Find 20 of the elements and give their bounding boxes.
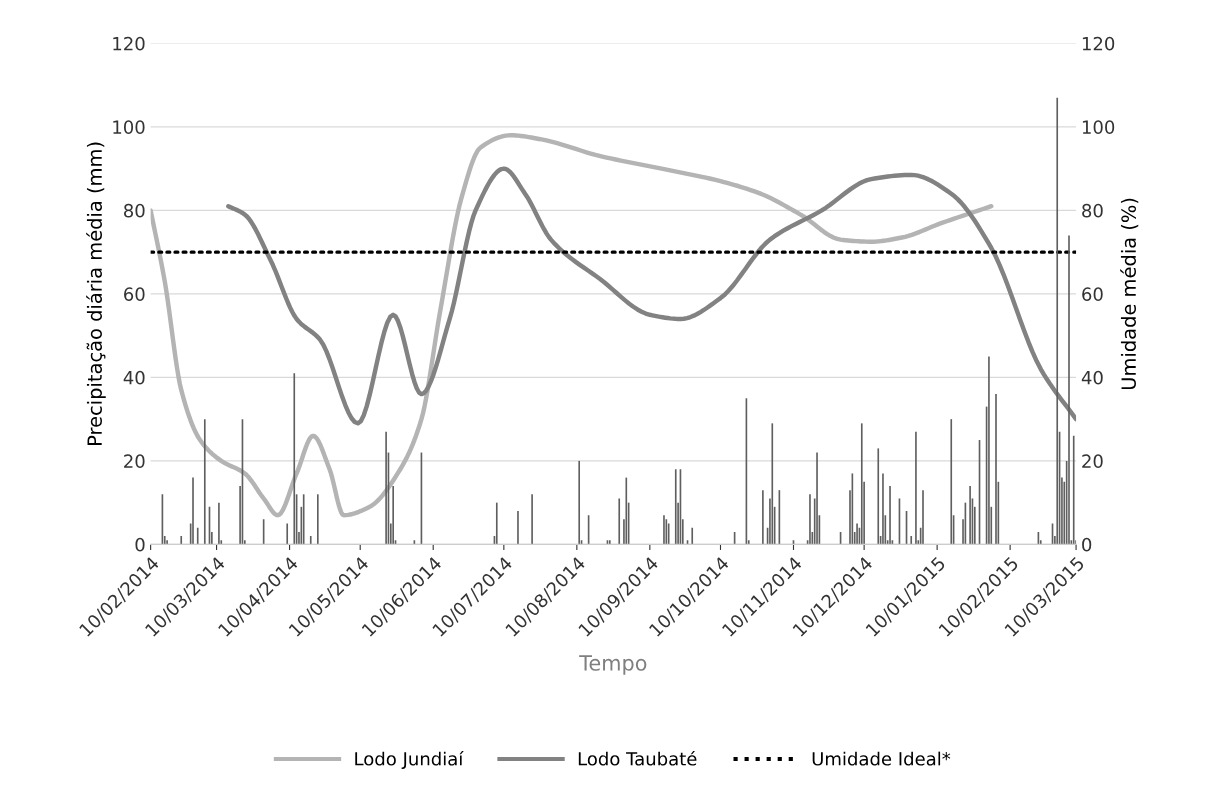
y-tick-label: 40 (123, 370, 145, 385)
y-tick-label: 60 (124, 287, 145, 302)
y-tick-label: 120 (113, 36, 145, 51)
y2-axis-title: Umidade média (%) (1120, 198, 1139, 390)
y2-tick-label: 120 (1082, 36, 1115, 51)
y2-tick-label: 100 (1082, 120, 1115, 135)
y2-tick-label: 80 (1082, 203, 1103, 218)
y2-tick-label: 20 (1082, 454, 1103, 469)
y2-tick-label: 40 (1081, 370, 1103, 385)
y-tick-label: 80 (124, 203, 145, 218)
y-axis-title: Precipitação diária média (mm) (86, 142, 106, 445)
x-axis-title: Tempo (579, 655, 647, 675)
y-tick-label: 100 (113, 120, 145, 135)
legend-label: Lodo Jundiaí (355, 750, 464, 769)
legend-label: Lodo Taubaté (578, 750, 697, 766)
y2-tick-label: 60 (1082, 287, 1103, 302)
y2-tick-label: 0 (1082, 537, 1092, 552)
legend-label: Umidade Ideal* (812, 751, 951, 766)
y-tick-label: 0 (135, 537, 145, 552)
y-tick-label: 20 (124, 454, 145, 469)
